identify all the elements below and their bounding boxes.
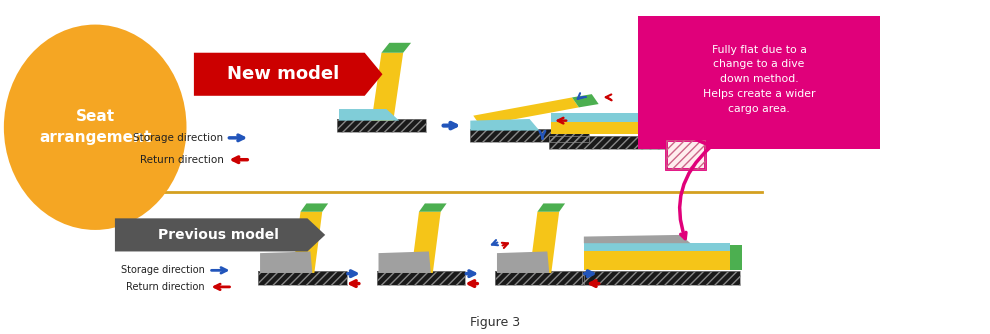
Polygon shape bbox=[411, 212, 441, 273]
Polygon shape bbox=[730, 245, 742, 270]
Polygon shape bbox=[115, 218, 325, 252]
Polygon shape bbox=[378, 252, 431, 273]
Polygon shape bbox=[293, 212, 322, 273]
Polygon shape bbox=[551, 113, 692, 122]
FancyBboxPatch shape bbox=[495, 271, 584, 285]
Text: Storage direction: Storage direction bbox=[121, 265, 205, 275]
Text: Return direction: Return direction bbox=[126, 282, 205, 292]
FancyBboxPatch shape bbox=[337, 119, 426, 132]
FancyBboxPatch shape bbox=[470, 129, 589, 142]
FancyBboxPatch shape bbox=[666, 140, 705, 169]
Polygon shape bbox=[301, 203, 328, 212]
Polygon shape bbox=[194, 53, 382, 96]
Text: Previous model: Previous model bbox=[158, 228, 279, 242]
FancyBboxPatch shape bbox=[376, 271, 465, 285]
Text: Figure 3: Figure 3 bbox=[470, 316, 520, 329]
FancyBboxPatch shape bbox=[258, 271, 346, 285]
Text: Storage direction: Storage direction bbox=[134, 133, 224, 143]
Polygon shape bbox=[584, 235, 690, 243]
Polygon shape bbox=[419, 203, 446, 212]
Text: Fully flat due to a
change to a dive
down method.
Helps create a wider
cargo are: Fully flat due to a change to a dive dow… bbox=[703, 45, 816, 114]
FancyBboxPatch shape bbox=[639, 16, 880, 149]
FancyBboxPatch shape bbox=[582, 271, 740, 285]
Polygon shape bbox=[260, 252, 313, 273]
Polygon shape bbox=[470, 119, 540, 131]
Polygon shape bbox=[572, 94, 599, 107]
Polygon shape bbox=[551, 122, 692, 134]
Polygon shape bbox=[339, 109, 399, 121]
Ellipse shape bbox=[4, 25, 186, 230]
Text: Return direction: Return direction bbox=[140, 155, 224, 165]
Polygon shape bbox=[381, 43, 411, 53]
Polygon shape bbox=[530, 212, 559, 273]
Text: New model: New model bbox=[227, 65, 339, 83]
Polygon shape bbox=[371, 53, 403, 121]
Text: Seat
arrangement: Seat arrangement bbox=[39, 109, 151, 145]
Polygon shape bbox=[497, 252, 549, 273]
Polygon shape bbox=[584, 243, 730, 252]
Polygon shape bbox=[692, 122, 707, 134]
FancyBboxPatch shape bbox=[549, 136, 702, 149]
Polygon shape bbox=[538, 203, 565, 212]
Polygon shape bbox=[584, 252, 730, 270]
Polygon shape bbox=[473, 98, 579, 126]
